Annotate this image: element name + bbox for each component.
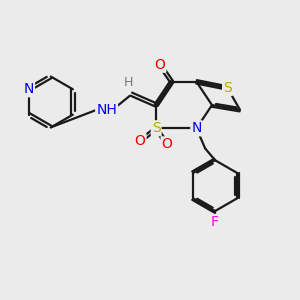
Text: H: H	[124, 76, 133, 89]
Text: O: O	[135, 134, 146, 148]
Text: S: S	[152, 121, 161, 135]
Text: F: F	[211, 215, 219, 229]
Text: O: O	[154, 58, 165, 72]
Text: NH: NH	[96, 103, 117, 117]
Text: O: O	[162, 137, 172, 152]
Text: N: N	[191, 121, 202, 135]
Text: N: N	[24, 82, 34, 96]
Text: S: S	[223, 81, 232, 95]
